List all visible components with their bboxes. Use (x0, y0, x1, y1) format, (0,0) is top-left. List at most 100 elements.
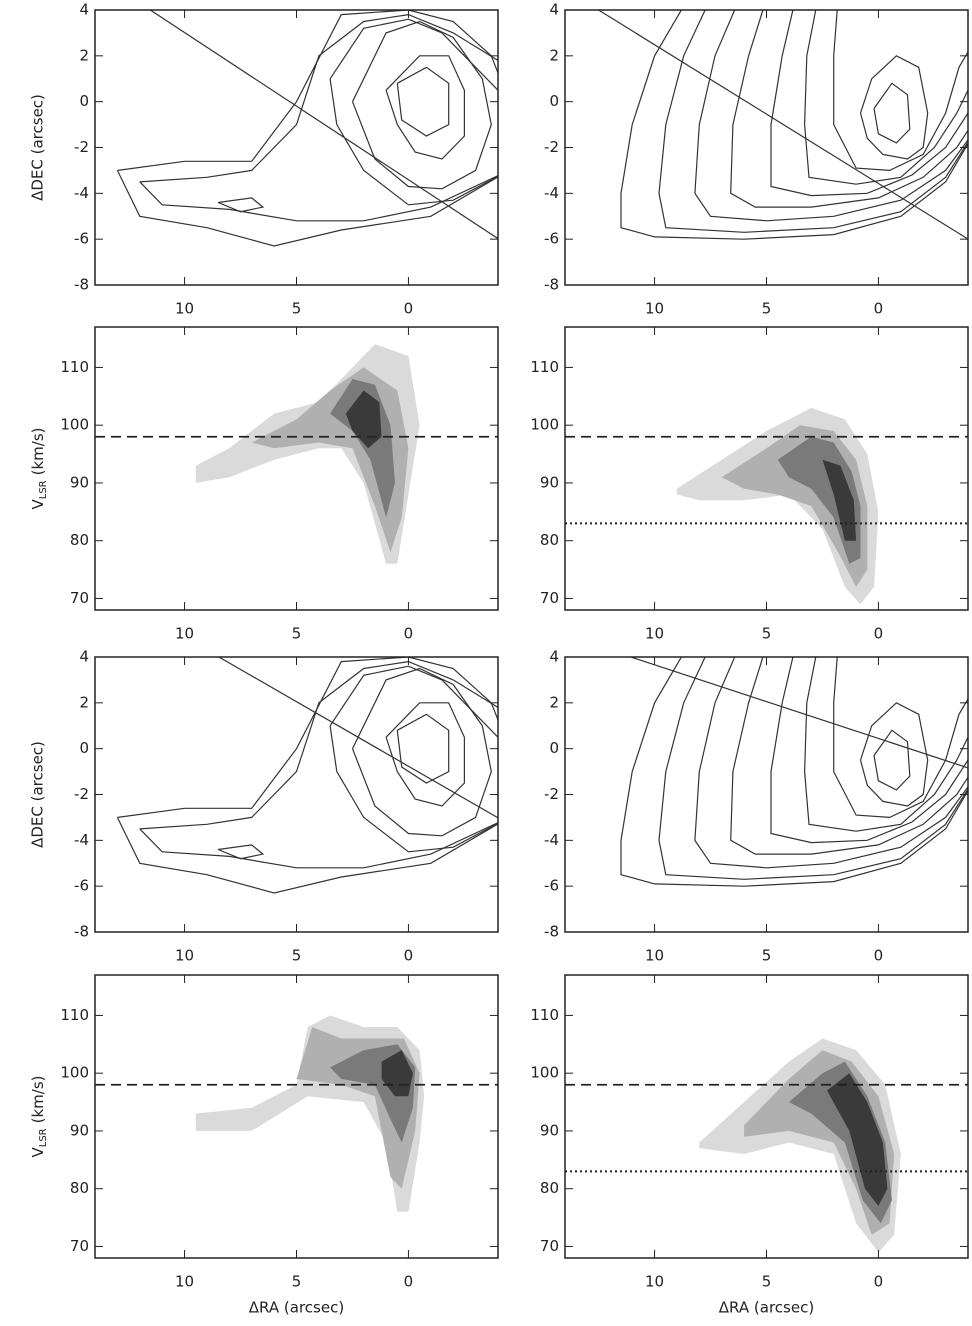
contour-line (385, 55, 465, 160)
y-axis-title-sub: LSR (38, 480, 49, 499)
x-tick-label: 0 (404, 300, 414, 318)
panel: 10 5 0 -8 -6 -4 -2 0 2 4 ΔDEC (arcsec) (29, 648, 499, 965)
y-tick-label: -4 (74, 184, 89, 202)
y-tick-label: 110 (60, 358, 89, 376)
y-tick-label: 80 (540, 531, 559, 549)
y-tick-label: 80 (540, 1179, 559, 1197)
x-tick-label: 10 (645, 947, 664, 965)
panel: 10 5 0 70 80 90 100 110 VLSR (km/s) (29, 326, 499, 643)
y-tick-label: 2 (549, 46, 559, 64)
contour-line (351, 20, 492, 190)
plot-area (116, 657, 498, 894)
y-tick-label: -6 (544, 230, 559, 248)
y-tick-label: 0 (79, 92, 89, 110)
contour-line (620, 657, 968, 887)
y-axis-title-unit: (km/s) (29, 1075, 47, 1123)
x-tick-label: 5 (762, 1273, 772, 1291)
y-tick-label: 90 (70, 473, 89, 491)
contour-line (396, 66, 450, 137)
y-tick-label: -6 (544, 877, 559, 895)
plot-area (597, 10, 968, 240)
x-tick-label: 10 (645, 1273, 664, 1291)
contour-line (730, 10, 968, 208)
x-axis-title: ΔRA (arcsec) (249, 1299, 344, 1317)
y-tick-label: 90 (540, 1121, 559, 1139)
panel: 10 5 0 70 80 90 100 110 VLSR (km/s) ΔRA (arcsec) (29, 974, 499, 1317)
contour-line (658, 10, 968, 233)
y-tick-label: 80 (70, 1179, 89, 1197)
y-axis-title: VLSR (km/s) (29, 1075, 50, 1157)
x-axis-title: ΔRA (arcsec) (719, 1299, 814, 1317)
contour-line (658, 657, 968, 880)
y-tick-label: 4 (79, 648, 89, 666)
y-tick-label: -8 (544, 923, 559, 941)
y-tick-label: 90 (70, 1121, 89, 1139)
contour-line (694, 657, 968, 869)
y-tick-label: 100 (60, 416, 89, 434)
y-axis-title-main: V (29, 499, 47, 510)
contour-line (217, 197, 265, 213)
y-tick-label: -4 (544, 831, 559, 849)
plot-area (116, 10, 498, 247)
y-tick-label: 70 (540, 589, 559, 607)
contour-line (385, 702, 465, 807)
axes-frame (94, 974, 499, 1259)
y-tick-label: 2 (79, 46, 89, 64)
y-tick-label: 4 (79, 1, 89, 19)
panel: 10 5 0 -8 -6 -4 -2 0 2 4 (544, 648, 969, 965)
y-tick-label: 0 (549, 739, 559, 757)
contour-fill (822, 459, 857, 541)
contour-line (873, 82, 911, 144)
x-tick-label: 0 (874, 625, 884, 643)
contour-line (833, 657, 968, 819)
x-tick-label: 10 (645, 625, 664, 643)
contour-line (396, 713, 450, 784)
contour-line (139, 660, 498, 869)
contour-line (833, 10, 968, 172)
y-tick-label: -2 (74, 785, 89, 803)
y-tick-label: 90 (540, 473, 559, 491)
y-tick-label: 0 (79, 739, 89, 757)
axes-frame (94, 9, 499, 286)
y-axis-title-main: V (29, 1147, 47, 1158)
contour-line (859, 55, 929, 160)
contour-line (694, 10, 968, 222)
y-tick-label: 0 (549, 92, 559, 110)
contour-line (116, 657, 498, 894)
y-axis-title: ΔDEC (arcsec) (29, 741, 47, 848)
y-tick-label: -8 (74, 923, 89, 941)
x-tick-label: 10 (175, 300, 194, 318)
y-tick-label: 4 (549, 648, 559, 666)
x-tick-label: 5 (292, 300, 302, 318)
cut-line (628, 657, 968, 769)
panel: 10 5 0 -8 -6 -4 -2 0 2 4 (544, 1, 969, 318)
y-tick-label: 100 (530, 416, 559, 434)
x-tick-label: 10 (175, 625, 194, 643)
y-tick-label: -8 (74, 276, 89, 294)
plot-area (565, 1038, 968, 1253)
plot-area (95, 1015, 498, 1212)
y-tick-label: 2 (549, 693, 559, 711)
x-tick-label: 0 (404, 625, 414, 643)
contour-line (139, 13, 498, 222)
panel: 10 5 0 70 80 90 100 110 (530, 326, 969, 643)
contour-line (873, 729, 911, 791)
contour-line (116, 10, 498, 247)
x-tick-label: 10 (175, 947, 194, 965)
contour-line (803, 657, 968, 832)
panel: 10 5 0 70 80 90 100 110 ΔRA (arcsec) (530, 974, 969, 1317)
x-tick-label: 0 (874, 300, 884, 318)
x-tick-label: 0 (404, 947, 414, 965)
y-tick-label: -8 (544, 276, 559, 294)
y-tick-label: -4 (544, 184, 559, 202)
plot-area (565, 407, 968, 605)
contour-line (803, 10, 968, 185)
contour-line (329, 18, 498, 206)
y-axis-title-unit: (km/s) (29, 427, 47, 475)
x-tick-label: 5 (292, 625, 302, 643)
y-tick-label: 80 (70, 531, 89, 549)
contour-line (329, 665, 498, 853)
contour-fill (827, 1073, 888, 1206)
